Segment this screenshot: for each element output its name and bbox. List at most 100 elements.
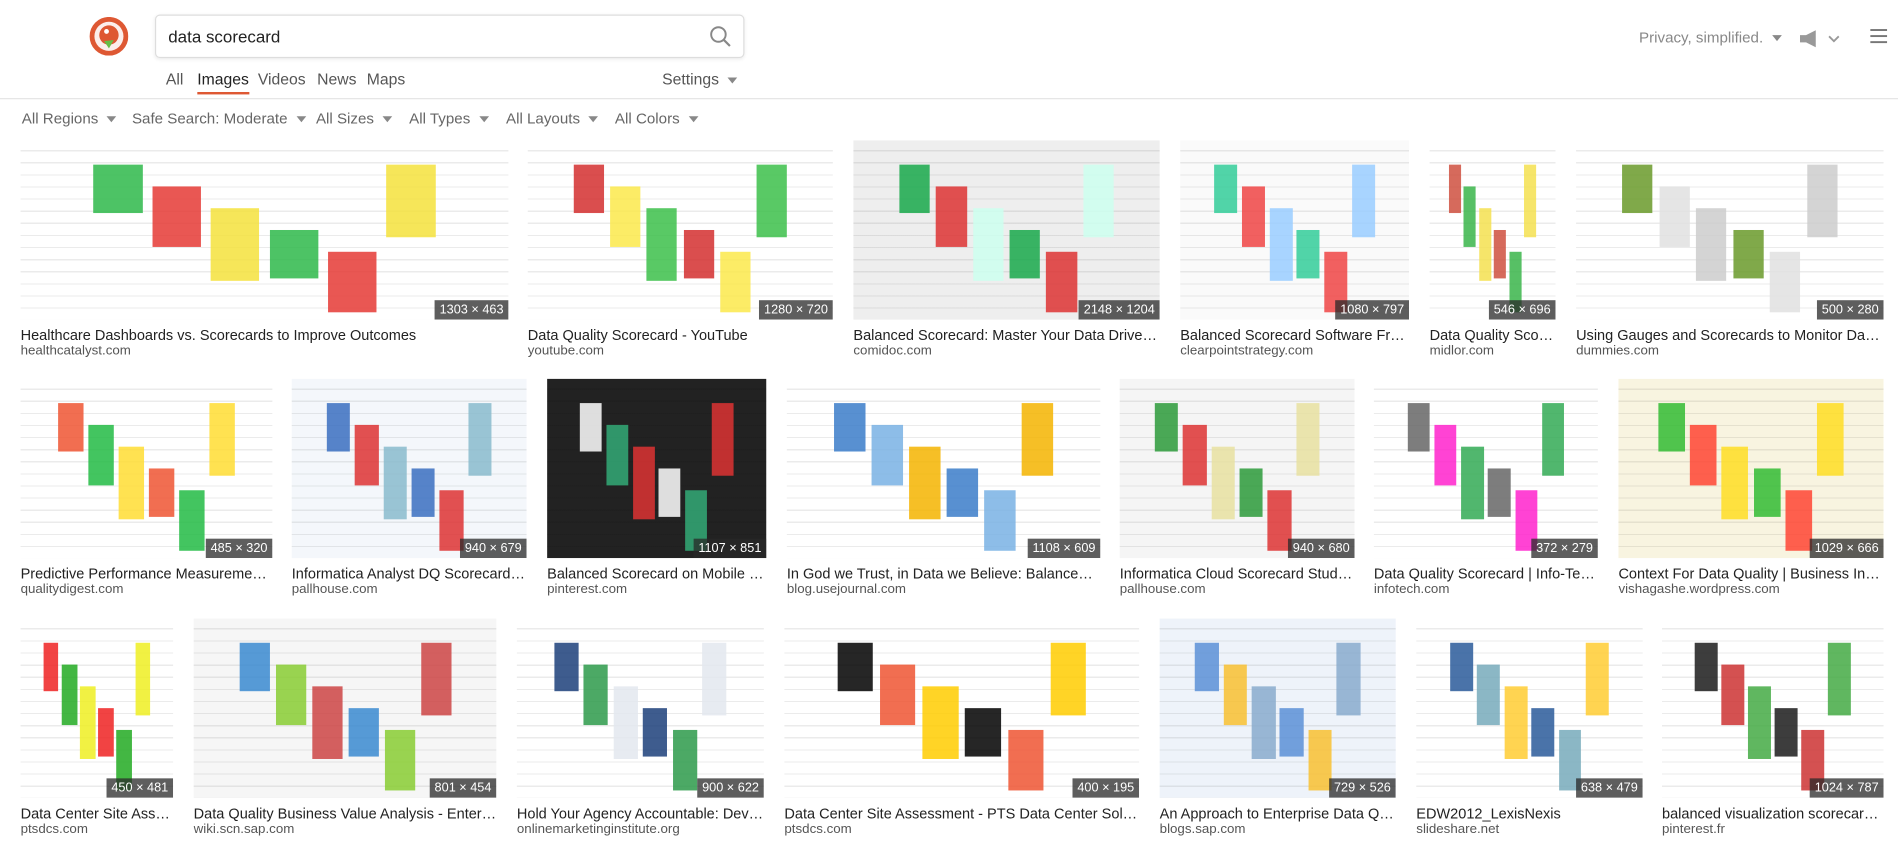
result-card[interactable]: 1029 × 666 Context For Data Quality | Bus… — [1618, 378, 1884, 603]
result-card[interactable]: 450 × 481 Data Center Site Assess...ptsdc… — [20, 618, 174, 843]
filter-dropdown[interactable]: All Types — [409, 110, 488, 127]
result-card[interactable]: 2148 × 1204 Balanced Scorecard: Master Yo… — [853, 140, 1160, 364]
result-title[interactable]: In God we Trust, in Data we Believe: Bal… — [786, 565, 1101, 583]
result-title[interactable]: Informatica Cloud Scorecard Studies | ..… — [1119, 565, 1355, 583]
thumbnail[interactable]: 1303 × 463 — [20, 140, 509, 320]
thumbnail[interactable]: 546 × 696 — [1429, 140, 1556, 320]
result-title[interactable]: Data Quality Business Value Analysis - E… — [193, 804, 497, 822]
filter-dropdown[interactable]: All Colors — [615, 110, 698, 127]
result-title[interactable]: Predictive Performance Measurements | ..… — [20, 565, 273, 583]
result-card[interactable]: 638 × 479 EDW2012_LexisNexis slideshare.ne… — [1416, 618, 1643, 843]
filter-dropdown[interactable]: All Layouts — [506, 110, 598, 127]
result-source[interactable]: ptsdcs.com — [20, 821, 88, 837]
result-title[interactable]: Data Quality Scorecard | Info-Tech R... — [1373, 565, 1598, 583]
tab[interactable]: News — [317, 70, 357, 89]
thumbnail[interactable]: 900 × 622 — [516, 618, 764, 798]
result-source[interactable]: ptsdcs.com — [784, 821, 852, 837]
thumbnail[interactable]: 729 × 526 — [1159, 618, 1396, 798]
logo[interactable] — [89, 16, 129, 56]
thumbnail[interactable]: 1107 × 851 — [547, 378, 767, 559]
result-title[interactable]: Context For Data Quality | Business Inte… — [1618, 565, 1884, 583]
result-title[interactable]: Data Quality Scorec... — [1429, 326, 1556, 344]
result-card[interactable]: 1303 × 463 Healthcare Dashboards vs. Scor… — [20, 140, 509, 364]
result-card[interactable]: 729 × 526 An Approach to Enterprise Data … — [1159, 618, 1396, 843]
thumbnail[interactable]: 638 × 479 — [1416, 618, 1643, 798]
thumbnail[interactable]: 801 × 454 — [193, 618, 497, 798]
result-source[interactable]: comidoc.com — [853, 343, 932, 359]
result-title[interactable]: Data Center Site Assess... — [20, 804, 174, 822]
thumbnail[interactable]: 1108 × 609 — [786, 378, 1101, 559]
thumbnail[interactable]: 372 × 279 — [1373, 378, 1598, 559]
thumb-block — [610, 186, 641, 247]
result-source[interactable]: clearpointstrategy.com — [1180, 343, 1314, 359]
thumbnail[interactable]: 2148 × 1204 — [853, 140, 1160, 320]
result-card[interactable]: 372 × 279 Data Quality Scorecard | Info-T… — [1373, 378, 1598, 603]
result-card[interactable]: 1108 × 609 In God we Trust, in Data we Be… — [786, 378, 1101, 603]
result-source[interactable]: infotech.com — [1373, 582, 1450, 597]
result-title[interactable]: Using Gauges and Scorecards to Monitor D… — [1576, 326, 1884, 344]
result-title[interactable]: balanced visualization scorecard - G... — [1662, 804, 1884, 822]
result-source[interactable]: blog.usejournal.com — [786, 582, 907, 597]
result-card[interactable]: 1080 × 797 Balanced Scorecard Software Fr… — [1180, 140, 1410, 364]
result-source[interactable]: onlinemarketinginstitute.org — [516, 821, 680, 837]
filter-dropdown[interactable]: All Sizes — [316, 110, 392, 127]
result-source[interactable]: qualitydigest.com — [20, 582, 124, 597]
result-card[interactable]: 1024 × 787 balanced visualization scoreca… — [1662, 618, 1884, 843]
filter-dropdown[interactable]: Safe Search: Moderate — [132, 110, 306, 127]
result-source[interactable]: blogs.sap.com — [1159, 821, 1246, 837]
result-title[interactable]: Data Quality Scorecard - YouTube — [527, 326, 748, 344]
filter-dropdown[interactable]: All Regions — [22, 110, 117, 127]
thumbnail[interactable]: 485 × 320 — [20, 378, 273, 559]
search-icon[interactable] — [709, 25, 731, 47]
result-source[interactable]: wiki.scn.sap.com — [193, 821, 295, 837]
result-title[interactable]: Balanced Scorecard on Mobile – Da... — [547, 565, 766, 583]
result-title[interactable]: An Approach to Enterprise Data Qualit... — [1159, 804, 1396, 822]
result-source[interactable]: vishagashe.wordpress.com — [1618, 582, 1780, 597]
tab[interactable]: Videos — [257, 70, 306, 89]
thumbnail[interactable]: 1280 × 720 — [527, 140, 833, 320]
result-card[interactable]: 801 × 454 Data Quality Business Value Ana… — [193, 618, 497, 843]
thumbnail[interactable]: 450 × 481 — [20, 618, 174, 798]
result-title[interactable]: Data Center Site Assessment - PTS Data C… — [784, 804, 1140, 822]
thumbnail[interactable]: 1024 × 787 — [1662, 618, 1884, 798]
result-title[interactable]: Balanced Scorecard Software From ... — [1180, 326, 1410, 344]
tagline[interactable]: Privacy, simplified. — [1639, 29, 1781, 46]
result-source[interactable]: youtube.com — [527, 343, 605, 359]
tab[interactable]: Maps — [366, 70, 406, 89]
result-title[interactable]: Healthcare Dashboards vs. Scorecards to … — [20, 326, 417, 344]
menu-icon[interactable] — [1870, 29, 1888, 44]
result-title[interactable]: EDW2012_LexisNexis — [1416, 804, 1561, 822]
result-source[interactable]: pallhouse.com — [1119, 582, 1206, 597]
thumbnail[interactable]: 1029 × 666 — [1618, 378, 1884, 559]
result-title[interactable]: Hold Your Agency Accountable: Develo... — [516, 804, 764, 822]
tab[interactable]: All — [165, 70, 184, 89]
thumbnail[interactable]: 940 × 679 — [291, 378, 527, 559]
tab[interactable]: Images — [197, 70, 249, 95]
thumbnail[interactable]: 500 × 280 — [1576, 140, 1884, 320]
result-source[interactable]: dummies.com — [1576, 343, 1659, 359]
result-source[interactable]: pinterest.fr — [1662, 821, 1725, 837]
result-source[interactable]: pinterest.com — [547, 582, 628, 597]
result-card[interactable]: 940 × 680 Informatica Cloud Scorecard Stu… — [1119, 378, 1355, 603]
thumbnail[interactable]: 940 × 680 — [1119, 378, 1355, 559]
result-title[interactable]: Informatica Analyst DQ Scorecard | Mi... — [291, 565, 527, 583]
result-card[interactable]: 500 × 280 Using Gauges and Scorecards to … — [1576, 140, 1884, 364]
result-card[interactable]: 940 × 679 Informatica Analyst DQ Scorecar… — [291, 378, 527, 603]
search-query[interactable]: data scorecard — [168, 26, 281, 46]
settings[interactable]: Settings — [662, 70, 737, 88]
result-source[interactable]: healthcatalyst.com — [20, 343, 131, 359]
result-card[interactable]: 900 × 622 Hold Your Agency Accountable: D… — [516, 618, 764, 843]
result-title[interactable]: Balanced Scorecard: Master Your Data Dri… — [853, 326, 1160, 344]
thumbnail[interactable]: 1080 × 797 — [1180, 140, 1410, 320]
result-card[interactable]: 1280 × 720 Data Quality Scorecard - YouTu… — [527, 140, 833, 364]
result-card[interactable]: 400 × 195 Data Center Site Assessment - P… — [784, 618, 1140, 843]
result-source[interactable]: slideshare.net — [1416, 821, 1500, 837]
result-card[interactable]: 485 × 320 Predictive Performance Measurem… — [20, 378, 273, 603]
result-source[interactable]: pallhouse.com — [291, 582, 378, 597]
announce-icon[interactable] — [1799, 29, 1843, 48]
result-card[interactable]: 546 × 696 Data Quality Scorec...midlor.co… — [1429, 140, 1556, 364]
thumbnail[interactable]: 400 × 195 — [784, 618, 1140, 798]
search-box[interactable]: data scorecard — [154, 14, 745, 59]
result-source[interactable]: midlor.com — [1429, 343, 1494, 359]
result-card[interactable]: 1107 × 851 Balanced Scorecard on Mobile –… — [547, 378, 767, 603]
